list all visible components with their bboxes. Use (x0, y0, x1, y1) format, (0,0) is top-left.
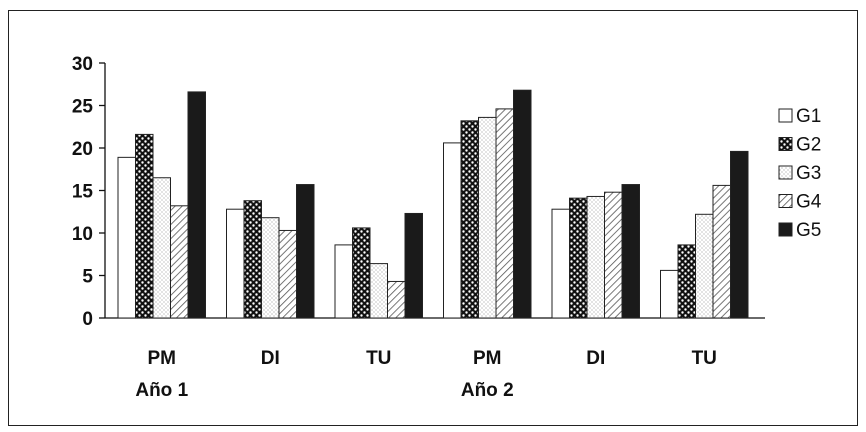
bar-g2 (243, 200, 262, 319)
bar-g3 (586, 195, 605, 319)
bar-g3 (369, 263, 388, 319)
bar-g5 (404, 212, 423, 319)
category-label: TU (366, 348, 391, 369)
category-labels: PM DI TU PM DI TU Año 1 Año 2 (135, 348, 717, 401)
bar-g4 (387, 280, 406, 319)
axes: 0 5 10 15 20 25 30 (72, 54, 765, 330)
legend-swatch-g4 (778, 194, 793, 208)
category-label: DI (261, 348, 280, 369)
bar-g1 (117, 156, 136, 319)
bar-g1 (334, 244, 353, 319)
bar-g3 (478, 116, 497, 319)
bar-g2 (677, 244, 696, 319)
legend-swatch-g5 (778, 222, 793, 237)
bar-g4 (712, 184, 731, 319)
bar-g1 (443, 142, 462, 319)
legend: G1 G2 G3 G4 G5 (778, 106, 822, 241)
bar-g2 (569, 197, 588, 319)
legend-label-g5: G5 (796, 220, 821, 241)
category-label: PM (148, 348, 177, 369)
bar-g3 (152, 177, 171, 319)
y-tick-label: 0 (82, 309, 93, 330)
legend-label-g2: G2 (796, 135, 821, 156)
bar-g5 (621, 184, 640, 319)
y-tick-label: 20 (72, 139, 93, 160)
legend-swatch-g2 (778, 137, 793, 151)
y-tick-label: 5 (82, 267, 93, 288)
bar-g1 (551, 208, 570, 319)
chart-frame: 0 5 10 15 20 25 30 PM DI TU PM DI TU Año 1 Año 2 G1 G2… (8, 10, 858, 426)
bar-g2 (460, 120, 479, 319)
bar-g5 (187, 91, 206, 319)
legend-label-g1: G1 (796, 106, 821, 127)
category-label: DI (586, 348, 605, 369)
legend-label-g3: G3 (796, 163, 821, 184)
bar-g5 (730, 150, 749, 319)
bar-g1 (226, 208, 245, 319)
bar-g3 (261, 217, 280, 319)
bar-g4 (604, 191, 623, 319)
bar-g4 (278, 229, 297, 319)
bar-g3 (695, 213, 714, 319)
bar-chart: 0 5 10 15 20 25 30 PM DI TU PM DI TU Año 1 Año 2 G1 G2… (72, 54, 822, 401)
bar-g2 (135, 133, 154, 319)
bar-g5 (513, 89, 532, 319)
y-tick-label: 30 (72, 54, 93, 75)
group-label: Año 2 (461, 380, 514, 401)
category-label: TU (692, 348, 717, 369)
group-label: Año 1 (135, 380, 188, 401)
legend-label-g4: G4 (796, 192, 822, 213)
bar-g5 (296, 184, 315, 319)
legend-swatch-g3 (778, 165, 793, 180)
category-label: PM (473, 348, 502, 369)
bar-g4 (170, 205, 189, 319)
bar-g2 (352, 227, 371, 319)
bar-g4 (495, 108, 514, 319)
legend-swatch-g1 (778, 108, 793, 123)
y-tick-label: 15 (72, 182, 94, 203)
y-tick-label: 10 (72, 224, 93, 245)
y-tick-label: 25 (72, 97, 94, 118)
bar-g1 (660, 269, 679, 319)
bars (117, 89, 749, 319)
